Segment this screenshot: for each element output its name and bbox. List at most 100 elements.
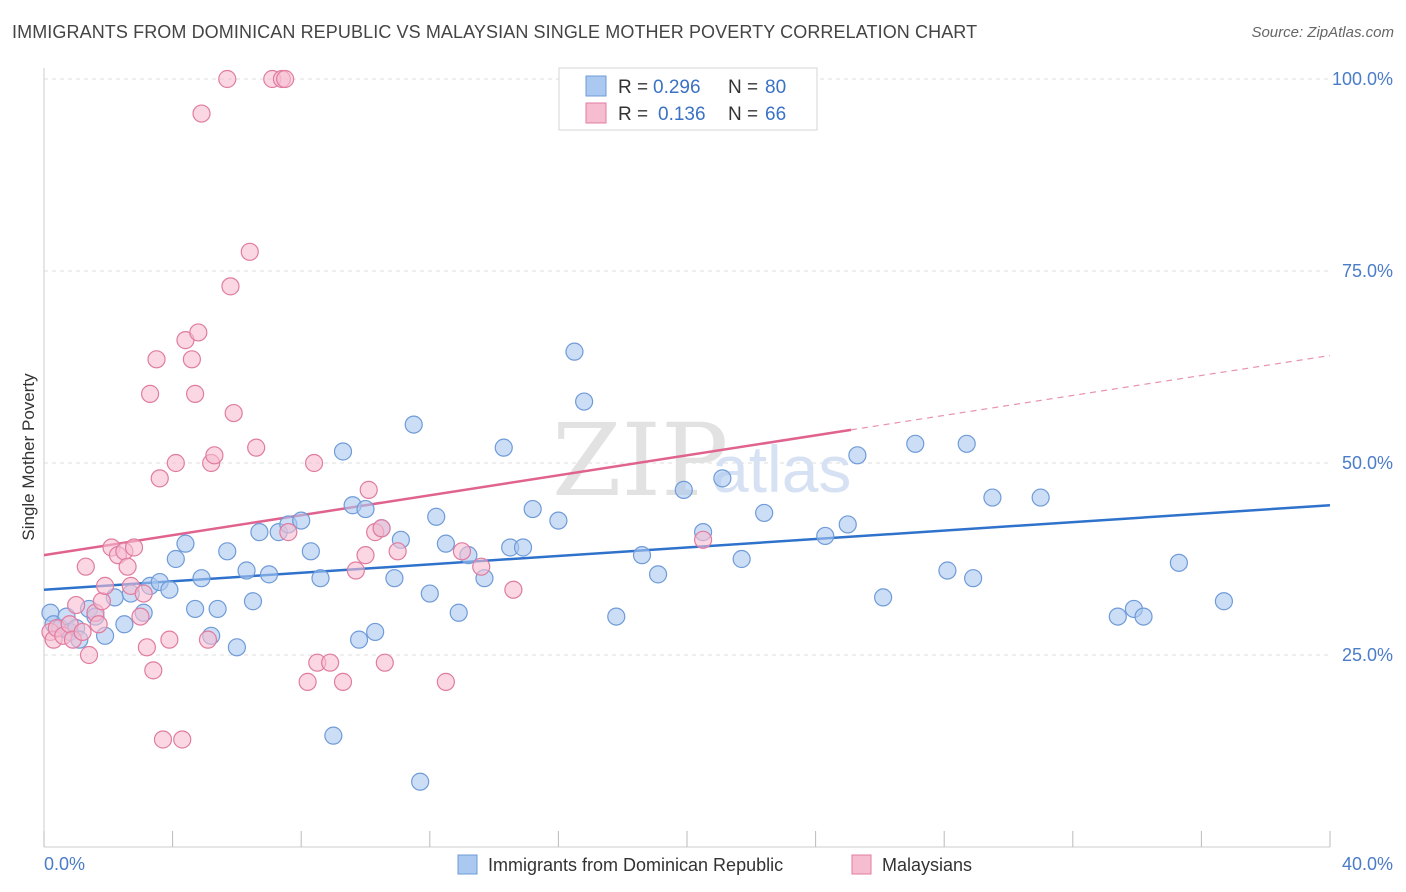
blue-point-26 (243, 592, 263, 611)
pink-point-54 (356, 546, 375, 565)
bottom-legend-label-pink: Malaysians (882, 855, 972, 875)
pink-point-25 (147, 350, 166, 369)
blue-point-69 (874, 588, 893, 607)
blue-point-56 (565, 342, 584, 361)
blue-point-28 (259, 565, 279, 584)
blue-point-70 (906, 434, 925, 453)
blue-point-53 (513, 538, 533, 557)
blue-point-61 (674, 480, 693, 499)
legend-r-label-blue: R = (618, 77, 648, 98)
pink-point-47 (279, 523, 298, 542)
blue-point-17 (166, 549, 185, 569)
legend-swatch-pink (585, 102, 607, 124)
blue-point-74 (983, 488, 1002, 507)
tick-layer: 25.0% 50.0% 75.0% 100.0% 0.0% 40.0% (43, 69, 1393, 874)
blue-point-16 (160, 580, 179, 599)
blue-point-75 (1031, 488, 1050, 507)
blue-point-35 (333, 442, 353, 461)
y-tick-label-100: 100.0% (1332, 69, 1393, 89)
pink-point-22 (137, 638, 156, 657)
pink-point-60 (436, 672, 455, 691)
blue-point-18 (176, 534, 195, 553)
blue-point-48 (449, 603, 468, 622)
pink-point-46 (276, 69, 295, 89)
pink-point-59 (388, 542, 407, 561)
pink-point-20 (131, 607, 150, 626)
blue-point-55 (549, 511, 568, 530)
pink-point-40 (221, 277, 240, 296)
blue-point-67 (838, 515, 857, 534)
blue-point-71 (938, 561, 957, 580)
pink-point-7 (73, 622, 92, 642)
x-tick-label-max: 40.0% (1342, 854, 1393, 874)
blue-point-11 (115, 615, 134, 634)
blue-point-23 (218, 542, 237, 561)
trend-layer (43, 354, 1331, 591)
blue-point-68 (848, 446, 867, 465)
pink-point-62 (472, 557, 491, 576)
blue-point-64 (732, 549, 751, 569)
pink-point-61 (452, 542, 472, 561)
pink-point-11 (89, 615, 108, 634)
watermark-zip: ZIP (552, 402, 728, 519)
blue-point-72 (957, 434, 976, 453)
legend-r-value-pink: 0.136 (658, 104, 706, 125)
watermark: ZIP atlas (552, 402, 851, 519)
blue-point-54 (523, 499, 542, 519)
pink-point-24 (144, 661, 163, 680)
blue-point-37 (349, 630, 369, 649)
blue-point-60 (648, 565, 668, 584)
bottom-legend-swatch-blue (457, 854, 478, 875)
pink-point-52 (333, 672, 353, 691)
pink-point-6 (67, 595, 86, 615)
pink-point-39 (218, 69, 237, 89)
bottom-legend: Immigrants from Dominican Republic Malay… (457, 854, 972, 875)
pink-point-9 (79, 645, 99, 665)
pink-point-33 (186, 384, 205, 403)
blue-point-46 (427, 507, 446, 526)
pink-point-53 (346, 561, 365, 580)
y-tick-label-75: 75.0% (1342, 261, 1393, 281)
pink-point-35 (192, 104, 211, 123)
pink-point-34 (189, 323, 208, 342)
blue-point-66 (816, 526, 835, 546)
blue-point-22 (208, 599, 227, 619)
pink-point-17 (118, 557, 137, 576)
blue-point-80 (1214, 592, 1234, 611)
blue-point-24 (227, 638, 246, 657)
pink-point-29 (166, 453, 185, 473)
bottom-legend-swatch-pink (851, 854, 872, 875)
legend-n-value-pink: 66 (765, 104, 786, 125)
blue-point-45 (420, 584, 439, 603)
blue-point-25 (237, 561, 256, 580)
blue-point-33 (311, 569, 330, 588)
blue-point-32 (301, 542, 320, 561)
pink-point-27 (153, 730, 173, 749)
blue-point-41 (385, 569, 404, 588)
pink-point-21 (134, 584, 153, 603)
legend: R = 0.296 N = 80 R = 0.136 N = 66 (558, 67, 818, 131)
y-axis-label: Single Mother Poverty (19, 373, 38, 541)
pink-point-36 (198, 630, 218, 649)
point-layer (41, 69, 1234, 791)
source-credit: Source: ZipAtlas.com (1251, 24, 1394, 41)
pink-point-48 (298, 672, 317, 691)
pink-point-51 (321, 653, 340, 672)
pink-point-8 (76, 557, 95, 576)
legend-swatch-blue (585, 75, 607, 97)
pink-point-12 (92, 592, 111, 611)
legend-r-label-pink: R = (618, 104, 648, 125)
blue-point-76 (1108, 607, 1127, 626)
pink-point-23 (140, 384, 160, 403)
y-tick-label-25: 25.0% (1342, 645, 1393, 665)
pink-point-19 (124, 538, 144, 557)
pink-point-43 (247, 438, 266, 457)
pink-point-42 (240, 242, 259, 261)
bottom-legend-label-blue: Immigrants from Dominican Republic (488, 855, 783, 875)
blue-point-31 (292, 511, 311, 530)
legend-n-label-blue: N = (728, 77, 758, 98)
blue-point-73 (964, 569, 983, 588)
pink-point-32 (182, 350, 201, 369)
legend-r-value-blue: 0.296 (653, 77, 701, 98)
blue-point-38 (356, 499, 375, 519)
